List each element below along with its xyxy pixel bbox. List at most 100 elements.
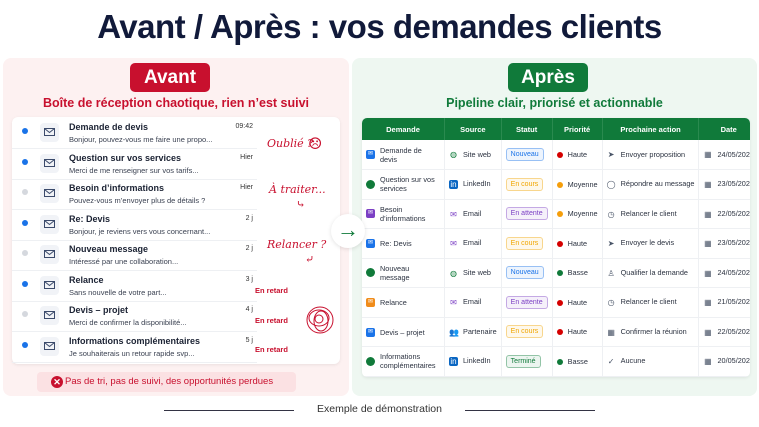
priority-cell: Moyenne <box>552 199 603 229</box>
column-header[interactable]: Statut <box>501 118 553 140</box>
unread-dot <box>22 128 28 134</box>
priority-text: Moyenne <box>567 179 598 189</box>
email-row[interactable]: Nouveau message Intéressé par une collab… <box>12 241 257 271</box>
inbox-list: Demande de devis Bonjour, pouvez-vous me… <box>12 117 340 364</box>
column-header[interactable]: Source <box>444 118 502 140</box>
action-cell: ◯ Répondre au message <box>602 169 700 200</box>
email-row[interactable]: Question sur vos services Merci de me re… <box>12 150 257 180</box>
action-cell: ▦ Confirmer la réunion <box>602 317 700 347</box>
source-text: Site web <box>463 267 491 277</box>
after-panel: Après Pipeline clair, priorisé et action… <box>352 58 757 396</box>
request-cell: ✉ Devis – projet <box>362 317 445 347</box>
email-preview: Bonjour, pouvez-vous me faire une propo.… <box>69 135 213 144</box>
problem-banner: ✕ Pas de tri, pas de suivi, des opportuni… <box>37 372 296 392</box>
source-text: Partenaire <box>463 326 497 336</box>
request-cell: Question sur vos services <box>362 169 445 200</box>
calendar-icon: ▦ <box>704 150 712 160</box>
priority-cell: Basse <box>552 258 603 288</box>
envelope-icon <box>40 245 59 264</box>
linkedin-icon: in <box>449 180 458 190</box>
action-text: Confirmer la réunion <box>620 326 687 336</box>
email-preview: Intéressé par une collaboration... <box>69 257 179 266</box>
column-header[interactable]: Prochaine action <box>602 118 700 140</box>
user-icon: ♙ <box>607 268 615 278</box>
priority-text: Haute <box>567 297 588 307</box>
status-badge: Nouveau <box>505 148 544 161</box>
email-preview: Merci de confirmer la disponibilité... <box>69 318 187 327</box>
email-row[interactable]: Relance Sans nouvelle de votre part... 3… <box>12 272 257 302</box>
action-text: Envoyer le devis <box>620 238 675 248</box>
request-cell: Informations complémentaires <box>362 346 445 377</box>
annotation-to-process: À traiter... <box>269 183 326 196</box>
status-cell: En attente <box>501 199 553 229</box>
table-row[interactable]: Informations complémentaires in LinkedIn … <box>362 346 750 377</box>
action-cell: ➤ Envoyer le devis <box>602 228 700 259</box>
chat-icon <box>366 179 375 189</box>
chat-icon <box>366 356 375 366</box>
status-cell: En cours <box>501 317 553 347</box>
table-row[interactable]: ✉ Devis – projet 👥 Partenaire En cours Hau… <box>362 317 750 347</box>
footer-caption: Exemple de démonstration <box>317 403 442 415</box>
email-time: 2 j <box>245 214 253 222</box>
late-label: En retard <box>255 286 288 295</box>
table-row[interactable]: ✉ Relance ✉ Email En attente Haute ◷ Relanc… <box>362 287 750 318</box>
source-text: Site web <box>463 149 491 159</box>
source-cell: ✉ Email <box>444 228 502 259</box>
request-text: Relance <box>380 298 407 308</box>
source-cell: ◍ Site web <box>444 258 502 288</box>
date-cell: ▦ 22/05/2024 <box>698 317 750 347</box>
scribble-icon <box>306 306 334 334</box>
sad-face-icon: ☹ <box>308 134 323 153</box>
column-header[interactable]: Priorité <box>552 118 603 140</box>
column-header[interactable]: Demande <box>362 118 445 140</box>
unread-dot <box>22 219 28 226</box>
mail-icon: ✉ <box>366 298 375 308</box>
mail-icon: ✉ <box>366 209 375 219</box>
table-row[interactable]: ✉ Besoin d’informations ✉ Email En attente… <box>362 199 750 229</box>
arrow-right-icon: → <box>331 214 365 248</box>
status-badge: En cours <box>505 177 544 191</box>
status-badge: En cours <box>505 325 544 339</box>
email-row[interactable]: Re: Devis Bonjour, je reviens vers vous … <box>12 211 257 241</box>
email-preview: Je souhaiterais un retour rapide svp... <box>69 348 195 358</box>
email-row[interactable]: Informations complémentaires Je souhaite… <box>12 333 257 363</box>
email-row[interactable]: Demande de devis Bonjour, pouvez-vous me… <box>12 119 257 149</box>
source-text: LinkedIn <box>463 356 491 366</box>
unread-dot <box>22 311 28 317</box>
mail-icon: ✉ <box>366 327 375 337</box>
unread-dot <box>22 341 28 348</box>
unread-dot <box>22 158 28 165</box>
request-cell: Nouveau message <box>362 258 445 288</box>
request-text: Nouveau message <box>380 263 410 282</box>
email-row[interactable]: Devis – projet Merci de confirmer la dis… <box>12 302 257 332</box>
send-icon: ➤ <box>607 239 615 249</box>
action-text: Répondre au message <box>620 179 695 189</box>
column-header[interactable]: Date <box>698 118 750 140</box>
date-cell: ▦ 24/05/2024 <box>698 258 750 288</box>
calendar-icon: ▦ <box>704 357 712 367</box>
comment-icon: ◯ <box>606 180 616 190</box>
table-row[interactable]: ✉ Demande de devis ◍ Site web Nouveau Haut… <box>362 140 750 170</box>
error-icon: ✕ <box>51 376 63 388</box>
date-text: 24/05/2024 <box>717 267 750 277</box>
before-panel: Avant Boîte de réception chaotique, rien… <box>3 58 349 396</box>
calendar-icon: ▦ <box>704 180 712 190</box>
email-row[interactable]: Besoin d’informations Pouvez-vous m’envo… <box>12 180 257 210</box>
date-cell: ▦ 20/05/2024 <box>698 346 750 377</box>
unread-dot <box>22 250 28 256</box>
action-text: Qualifier la demande <box>620 267 688 277</box>
email-preview: Sans nouvelle de votre part... <box>69 287 167 297</box>
table-row[interactable]: ✉ Re: Devis ✉ Email En cours Haute ➤ Envoye… <box>362 228 750 259</box>
request-cell: ✉ Demande de devis <box>362 140 445 170</box>
request-cell: ✉ Re: Devis <box>362 228 445 259</box>
source-cell: ✉ Email <box>444 199 502 229</box>
action-text: Envoyer proposition <box>620 149 686 159</box>
date-text: 20/05/2024 <box>717 356 750 366</box>
before-subtitle: Boîte de réception chaotique, rien n’est… <box>42 96 310 110</box>
action-text: Relancer le client <box>620 297 677 307</box>
action-cell: ◷ Relancer le client <box>602 199 700 229</box>
action-cell: ♙ Qualifier la demande <box>602 258 700 288</box>
table-row[interactable]: Nouveau message ◍ Site web Nouveau Basse … <box>362 258 750 288</box>
table-row[interactable]: Question sur vos services in LinkedIn En … <box>362 169 750 200</box>
email-sender: Devis – projet <box>69 305 129 315</box>
